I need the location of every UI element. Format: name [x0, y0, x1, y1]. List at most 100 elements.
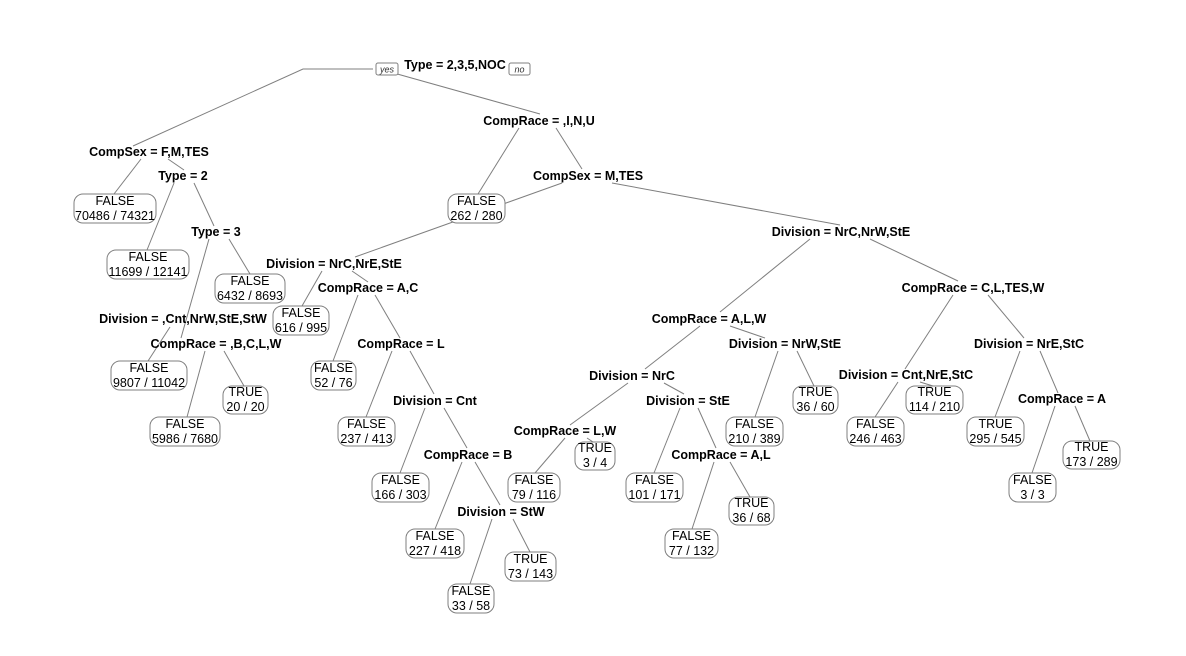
split-label: Type = 2	[158, 169, 207, 183]
leaf-counts: 11699 / 12141	[108, 265, 187, 279]
edge	[754, 350, 779, 418]
edge	[382, 69, 541, 115]
edge	[874, 381, 899, 418]
edge	[399, 407, 426, 474]
no-tag-text: no	[514, 65, 524, 75]
edge	[729, 325, 766, 339]
edge	[719, 238, 811, 313]
leaf-node: FALSE 3 / 3	[1008, 472, 1057, 503]
leaf-counts: 70486 / 74321	[75, 209, 155, 223]
leaf-counts: 237 / 413	[340, 432, 392, 446]
edge	[796, 350, 815, 387]
leaf-class: FALSE	[416, 529, 455, 543]
leaf-class: FALSE	[130, 361, 169, 375]
split-label: CompSex = F,M,TES	[89, 145, 209, 159]
leaf-counts: 36 / 68	[732, 511, 770, 525]
edge	[512, 518, 531, 553]
leaf-node: FALSE 210 / 389	[725, 416, 784, 447]
leaf-counts: 52 / 76	[314, 376, 352, 390]
no-tag	[508, 62, 531, 76]
leaf-class: FALSE	[515, 473, 554, 487]
leaf-counts: 295 / 545	[969, 432, 1021, 446]
edge	[534, 437, 566, 474]
leaf-class: FALSE	[231, 274, 270, 288]
edge	[663, 382, 685, 395]
leaf-class: FALSE	[96, 194, 135, 208]
leaf-counts: 79 / 116	[512, 488, 556, 502]
leaf-node: FALSE 52 / 76	[310, 360, 357, 391]
leaf-counts: 166 / 303	[374, 488, 426, 502]
leaf-class: FALSE	[347, 417, 386, 431]
edge	[994, 350, 1021, 418]
leaf-node: FALSE 5986 / 7680	[149, 416, 221, 447]
split-label: CompSex = M,TES	[533, 169, 643, 183]
leaf-counts: 616 / 995	[275, 321, 327, 335]
edge	[223, 350, 245, 387]
split-label: CompRace = A,L	[671, 448, 771, 462]
split-label: CompRace = A,C	[318, 281, 419, 295]
leaf-node: TRUE 36 / 60	[792, 385, 839, 415]
edge	[653, 407, 681, 474]
leaf-class: FALSE	[452, 584, 491, 598]
leaf-node: FALSE 33 / 58	[447, 583, 495, 614]
edge	[555, 127, 583, 170]
leaf-node: FALSE 227 / 418	[405, 528, 465, 559]
edge	[332, 294, 359, 362]
leaf-class: FALSE	[282, 306, 321, 320]
edge	[477, 127, 520, 195]
leaf-class: TRUE	[917, 385, 951, 399]
leaf-nodes: FALSE 70486 / 74321 FALSE 11699 / 12141 …	[73, 193, 1121, 614]
edge	[374, 294, 401, 339]
edge	[919, 381, 934, 387]
leaf-counts: 262 / 280	[450, 209, 502, 223]
split-label: CompRace = B	[424, 448, 513, 462]
edge	[611, 182, 841, 226]
edge	[301, 270, 323, 307]
edge	[1031, 405, 1056, 474]
edge	[409, 350, 435, 395]
leaf-node: TRUE 20 / 20	[222, 385, 269, 415]
leaf-counts: 6432 / 8693	[217, 289, 283, 303]
edge	[987, 294, 1025, 339]
edge	[474, 461, 501, 506]
edge	[469, 518, 493, 585]
leaf-class: TRUE	[1074, 440, 1108, 454]
leaf-class: TRUE	[578, 441, 612, 455]
leaf-node: FALSE 246 / 463	[846, 416, 905, 447]
split-label: CompRace = L	[357, 337, 445, 351]
split-label: CompRace = A	[1018, 392, 1106, 406]
leaf-class: TRUE	[734, 496, 768, 510]
edge	[228, 238, 251, 275]
split-label: CompRace = A,L,W	[652, 312, 767, 326]
leaf-class: FALSE	[735, 417, 774, 431]
leaf-counts: 173 / 289	[1065, 455, 1117, 469]
leaf-node: TRUE 114 / 210	[905, 385, 964, 415]
leaf-node: FALSE 6432 / 8693	[214, 273, 286, 304]
edge	[569, 382, 629, 426]
leaf-node: FALSE 262 / 280	[447, 193, 506, 224]
edge	[443, 407, 468, 449]
edge	[147, 326, 171, 362]
edge	[729, 461, 751, 498]
leaf-node: FALSE 9807 / 11042	[110, 360, 188, 391]
edge	[434, 461, 463, 530]
leaf-node: FALSE 70486 / 74321	[73, 193, 157, 224]
split-label: CompRace = ,I,N,U	[483, 114, 595, 128]
leaf-class: TRUE	[513, 552, 547, 566]
split-label: Division = StE	[646, 394, 730, 408]
leaf-counts: 9807 / 11042	[113, 376, 185, 390]
split-label: Division = Cnt	[393, 394, 478, 408]
split-label: Division = NrC	[589, 369, 675, 383]
leaf-class: FALSE	[129, 250, 168, 264]
leaf-counts: 210 / 389	[728, 432, 780, 446]
leaf-counts: 3 / 3	[1020, 488, 1044, 502]
leaf-counts: 114 / 210	[909, 400, 960, 414]
tree-edges	[113, 68, 1091, 585]
split-label: Division = NrC,NrW,StE	[772, 225, 911, 239]
edge	[1039, 350, 1059, 394]
leaf-node: FALSE 101 / 171	[625, 472, 684, 503]
edge	[697, 407, 717, 449]
edge	[132, 68, 373, 147]
edge	[167, 158, 185, 171]
split-labels: Type = 2,3,5,NOC CompSex = F,M,TES Type …	[89, 58, 1106, 519]
